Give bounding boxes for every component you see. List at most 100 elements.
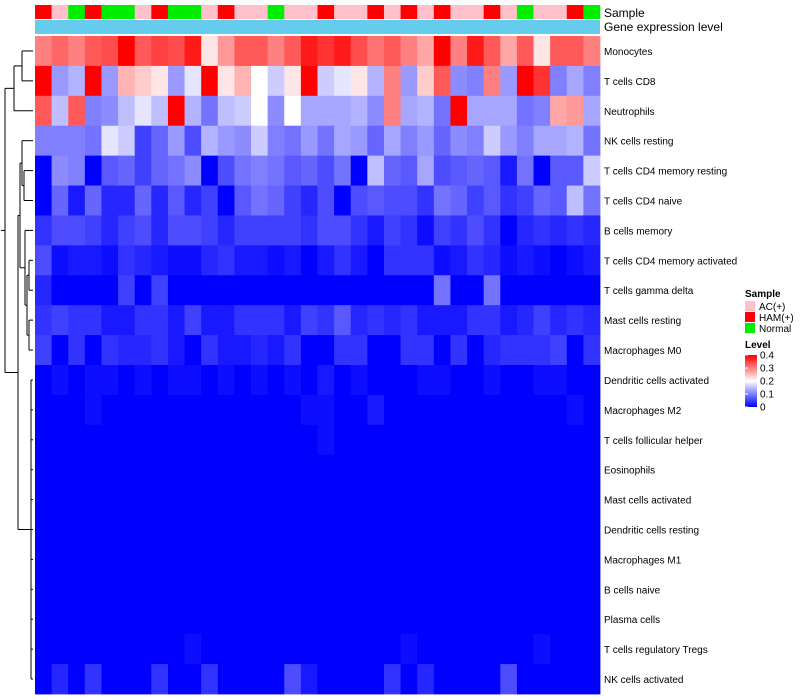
legend-sample-label: AC(+)	[759, 302, 785, 313]
heatmap-cell	[35, 215, 53, 246]
heatmap-cell	[84, 544, 102, 575]
heatmap-cell	[118, 394, 136, 426]
heatmap-cell	[583, 514, 601, 545]
heatmap-cell	[84, 335, 102, 366]
heatmap-cell	[118, 95, 136, 127]
heatmap-cell	[68, 484, 86, 515]
heatmap-cell	[350, 36, 368, 67]
heatmap-cell	[334, 365, 352, 396]
heatmap-cell	[35, 36, 53, 67]
heatmap-cell	[350, 305, 368, 336]
heatmap-cell	[300, 634, 318, 665]
heatmap-cell	[35, 155, 53, 186]
heatmap-cell	[151, 454, 169, 486]
heatmap-cell	[350, 424, 368, 456]
heatmap-cell	[400, 394, 418, 426]
heatmap-cell	[51, 394, 69, 426]
heatmap-cell	[467, 424, 485, 456]
heatmap-cell	[583, 155, 601, 186]
heatmap-cell	[583, 305, 601, 336]
heatmap-cell	[450, 65, 468, 97]
heatmap-cell	[383, 305, 401, 336]
heatmap-cell	[483, 185, 501, 216]
heatmap-cell	[217, 275, 235, 306]
heatmap-cell	[383, 664, 401, 695]
heatmap-cell	[350, 275, 368, 306]
heatmap-cell	[417, 394, 435, 426]
heatmap-cell	[450, 484, 468, 515]
heatmap-cell	[51, 305, 69, 336]
heatmap-cell	[417, 664, 435, 695]
heatmap-cell	[51, 365, 69, 396]
sample-track-label: Sample	[604, 6, 645, 20]
heatmap-cell	[184, 335, 202, 366]
heatmap-cell	[234, 664, 252, 695]
heatmap-cell	[118, 36, 136, 67]
heatmap-cell	[483, 454, 501, 486]
heatmap-cell	[450, 634, 468, 665]
heatmap-cell	[151, 305, 169, 336]
heatmap-cell	[350, 604, 368, 635]
heatmap-cell	[134, 574, 152, 605]
heatmap-cell	[566, 574, 584, 605]
heatmap-cell	[400, 125, 418, 157]
heatmap-cell	[583, 574, 601, 605]
heatmap-cell	[350, 65, 368, 97]
heatmap-cell	[167, 544, 185, 575]
heatmap-cell	[500, 305, 518, 336]
heatmap-cell	[201, 484, 219, 515]
heatmap-cell	[217, 454, 235, 486]
heatmap-cell	[400, 454, 418, 486]
heatmap-cell	[234, 574, 252, 605]
heatmap-cell	[118, 65, 136, 97]
heatmap-cell	[101, 664, 119, 695]
heatmap-cell	[167, 424, 185, 456]
heatmap-cell	[516, 544, 534, 575]
sample-annotation-cell	[51, 5, 69, 19]
heatmap-cell	[167, 634, 185, 665]
heatmap-cell	[284, 634, 302, 665]
heatmap-cell	[417, 574, 435, 605]
heatmap-cell	[467, 604, 485, 635]
heatmap-cell	[151, 484, 169, 515]
heatmap-cell	[251, 394, 269, 426]
heatmap-cell	[550, 484, 568, 515]
heatmap-cell	[467, 634, 485, 665]
heatmap-cell	[433, 125, 451, 157]
heatmap-cell	[51, 185, 69, 216]
heatmap-cell	[251, 305, 269, 336]
heatmap-cell	[417, 65, 435, 97]
heatmap-cell	[134, 604, 152, 635]
heatmap-cell	[267, 664, 285, 695]
heatmap-cell	[284, 36, 302, 67]
heatmap-cell	[201, 604, 219, 635]
heatmap-cell	[450, 574, 468, 605]
heatmap-cell	[516, 484, 534, 515]
heatmap-cell	[234, 215, 252, 246]
heatmap-cell	[334, 634, 352, 665]
heatmap-cell	[118, 275, 136, 306]
heatmap-cell	[118, 634, 136, 665]
row-label: T cells follicular helper	[604, 436, 703, 447]
heatmap-cell	[450, 95, 468, 127]
heatmap-cell	[483, 544, 501, 575]
heatmap-cell	[68, 514, 86, 545]
heatmap-cell	[101, 155, 119, 186]
heatmap-cell	[167, 305, 185, 336]
heatmap-cell	[433, 36, 451, 67]
heatmap-cell	[300, 365, 318, 396]
heatmap-cell	[483, 95, 501, 127]
heatmap-cell	[483, 215, 501, 246]
heatmap-cell	[184, 365, 202, 396]
row-label: T cells gamma delta	[604, 286, 694, 297]
heatmap-cell	[500, 365, 518, 396]
sample-annotation-cell	[284, 5, 302, 19]
legend-level-tick-label: 0.4	[760, 351, 774, 362]
heatmap-cell	[450, 424, 468, 456]
heatmap-cell	[400, 36, 418, 67]
heatmap-cell	[51, 245, 69, 276]
heatmap-cell	[151, 36, 169, 67]
heatmap-cell	[267, 245, 285, 276]
heatmap-cell	[383, 335, 401, 366]
heatmap-cell	[101, 65, 119, 97]
